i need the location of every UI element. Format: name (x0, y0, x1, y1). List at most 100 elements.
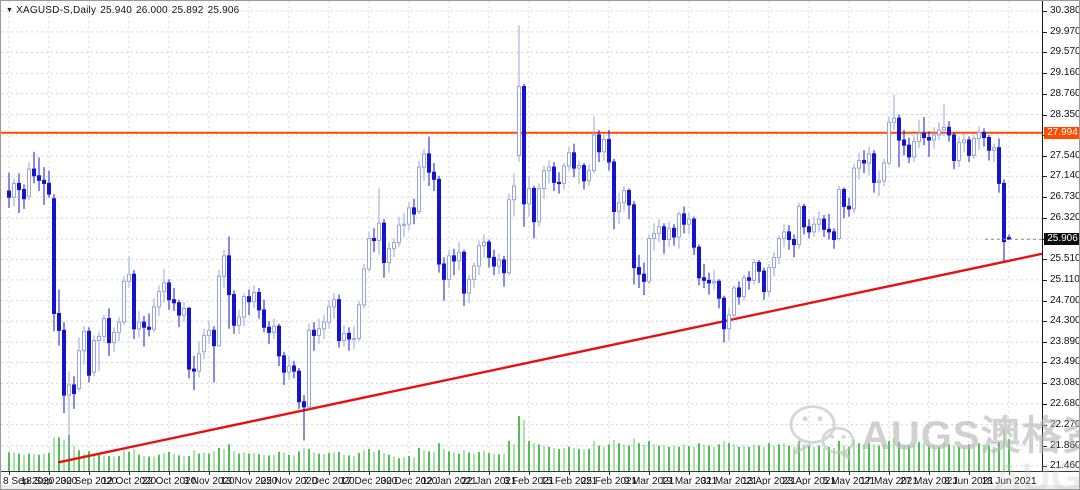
candle-bullish (402, 223, 406, 226)
candle-bearish (637, 267, 641, 275)
volume-bar (488, 453, 490, 471)
volume-bar (643, 444, 645, 471)
volume-bar (748, 446, 750, 471)
volume-bar (873, 444, 875, 471)
price-axis-tick (1043, 31, 1047, 33)
candle-bearish (582, 165, 586, 182)
collapse-arrow-icon[interactable]: ▼ (6, 7, 14, 14)
date-axis-label: 8 Sep 2020 (3, 476, 55, 487)
candle-bearish (997, 147, 1001, 184)
price-axis[interactable]: 27.994 25.906 30.380 29.970 29.570 29.160 28… (1042, 1, 1080, 471)
volume-bar (238, 453, 240, 471)
time-axis-tick (929, 472, 930, 475)
candle-bearish (717, 280, 721, 299)
volume-bar (688, 446, 690, 471)
chart-canvas[interactable] (1, 1, 1042, 471)
candle-bearish (792, 239, 796, 246)
price-axis-label: 23.490 (1050, 356, 1080, 368)
candle-bearish (927, 137, 931, 141)
price-axis-label: 24.300 (1050, 315, 1080, 327)
volume-bar (103, 455, 105, 471)
candle-bearish (62, 329, 66, 396)
price-axis-tick (1043, 362, 1047, 364)
candle-bearish (862, 159, 866, 164)
candle-bearish (442, 263, 446, 280)
candle-bullish (207, 329, 211, 336)
price-axis-tick (1043, 218, 1047, 220)
date-axis-label: 17 Dec 2020 (340, 476, 398, 487)
volume-bar (28, 453, 30, 471)
volume-bar (393, 456, 395, 471)
volume-bar (53, 437, 55, 471)
volume-bar (453, 452, 455, 471)
candle-bearish (787, 231, 791, 241)
volume-bar (468, 452, 470, 471)
volume-bar (703, 444, 705, 471)
volume-bar (728, 443, 730, 471)
volume-bar (388, 454, 390, 471)
volume-bar (683, 444, 685, 471)
price-axis-label: 28.760 (1050, 87, 1080, 99)
volume-bar (813, 446, 815, 471)
volume-bar (583, 449, 585, 471)
volume-bar (938, 446, 940, 471)
candle-bullish (837, 189, 841, 239)
volume-bar (783, 443, 785, 471)
candle-bullish (447, 255, 451, 280)
volume-bar (928, 445, 930, 471)
time-axis-tick (729, 472, 730, 475)
candle-bearish (597, 134, 601, 153)
candle-bearish (132, 273, 136, 330)
candle-bearish (22, 189, 26, 200)
time-axis-tick (209, 472, 210, 475)
volume-bar (733, 444, 735, 471)
volume-bar (588, 449, 590, 471)
candle-bearish (902, 139, 906, 146)
volume-bar (713, 446, 715, 471)
volume-bar (803, 444, 805, 471)
candle-bullish (102, 318, 106, 337)
price-axis-label: 25.510 (1050, 253, 1080, 265)
volume-bar (723, 440, 725, 471)
volume-bar (378, 450, 380, 471)
volume-bar (1008, 439, 1010, 471)
time-axis[interactable]: 8 Sep 2020 18 Sep 2020 30 Sep 2020 12 Oct 2… (1, 471, 1079, 487)
time-axis-tick (569, 472, 570, 475)
candle-bearish (232, 294, 236, 326)
volume-bar (988, 445, 990, 471)
volume-bar (163, 453, 165, 471)
volume-bar (38, 454, 40, 471)
volume-bar (493, 453, 495, 471)
candle-bullish (482, 241, 486, 247)
date-axis-label: 17 May 2021 (860, 476, 918, 487)
ohlc-close: 25.906 (207, 5, 240, 16)
candle-bearish (502, 259, 506, 274)
candle-bearish (72, 384, 76, 395)
candle-bearish (897, 117, 901, 141)
volume-bar (368, 449, 370, 471)
date-axis-label: 13 Apr 2021 (742, 476, 796, 487)
volume-bar (23, 454, 25, 471)
volume-bar (48, 453, 50, 471)
candle-bearish (702, 277, 706, 281)
volume-bar (913, 444, 915, 471)
volume-bar (273, 454, 275, 471)
volume-bar (358, 453, 360, 471)
chart-title-bar: ▼ XAGUSD-S,Daily 25.940 26.000 25.892 25.906 (6, 5, 243, 16)
volume-bar (898, 442, 900, 471)
candle-bearish (612, 161, 616, 212)
candle-bearish (692, 218, 696, 248)
candle-bullish (417, 166, 421, 212)
candle-bullish (667, 227, 671, 241)
volume-bar (298, 451, 300, 471)
candle-bullish (882, 162, 886, 182)
candle-bullish (252, 292, 256, 303)
volume-bar (858, 443, 860, 471)
volume-bar (63, 439, 65, 471)
candle-bullish (112, 331, 116, 344)
candle-bullish (517, 85, 521, 156)
candle-bullish (217, 275, 221, 347)
price-axis-label: 23.890 (1050, 336, 1080, 348)
volume-bar (513, 444, 515, 471)
